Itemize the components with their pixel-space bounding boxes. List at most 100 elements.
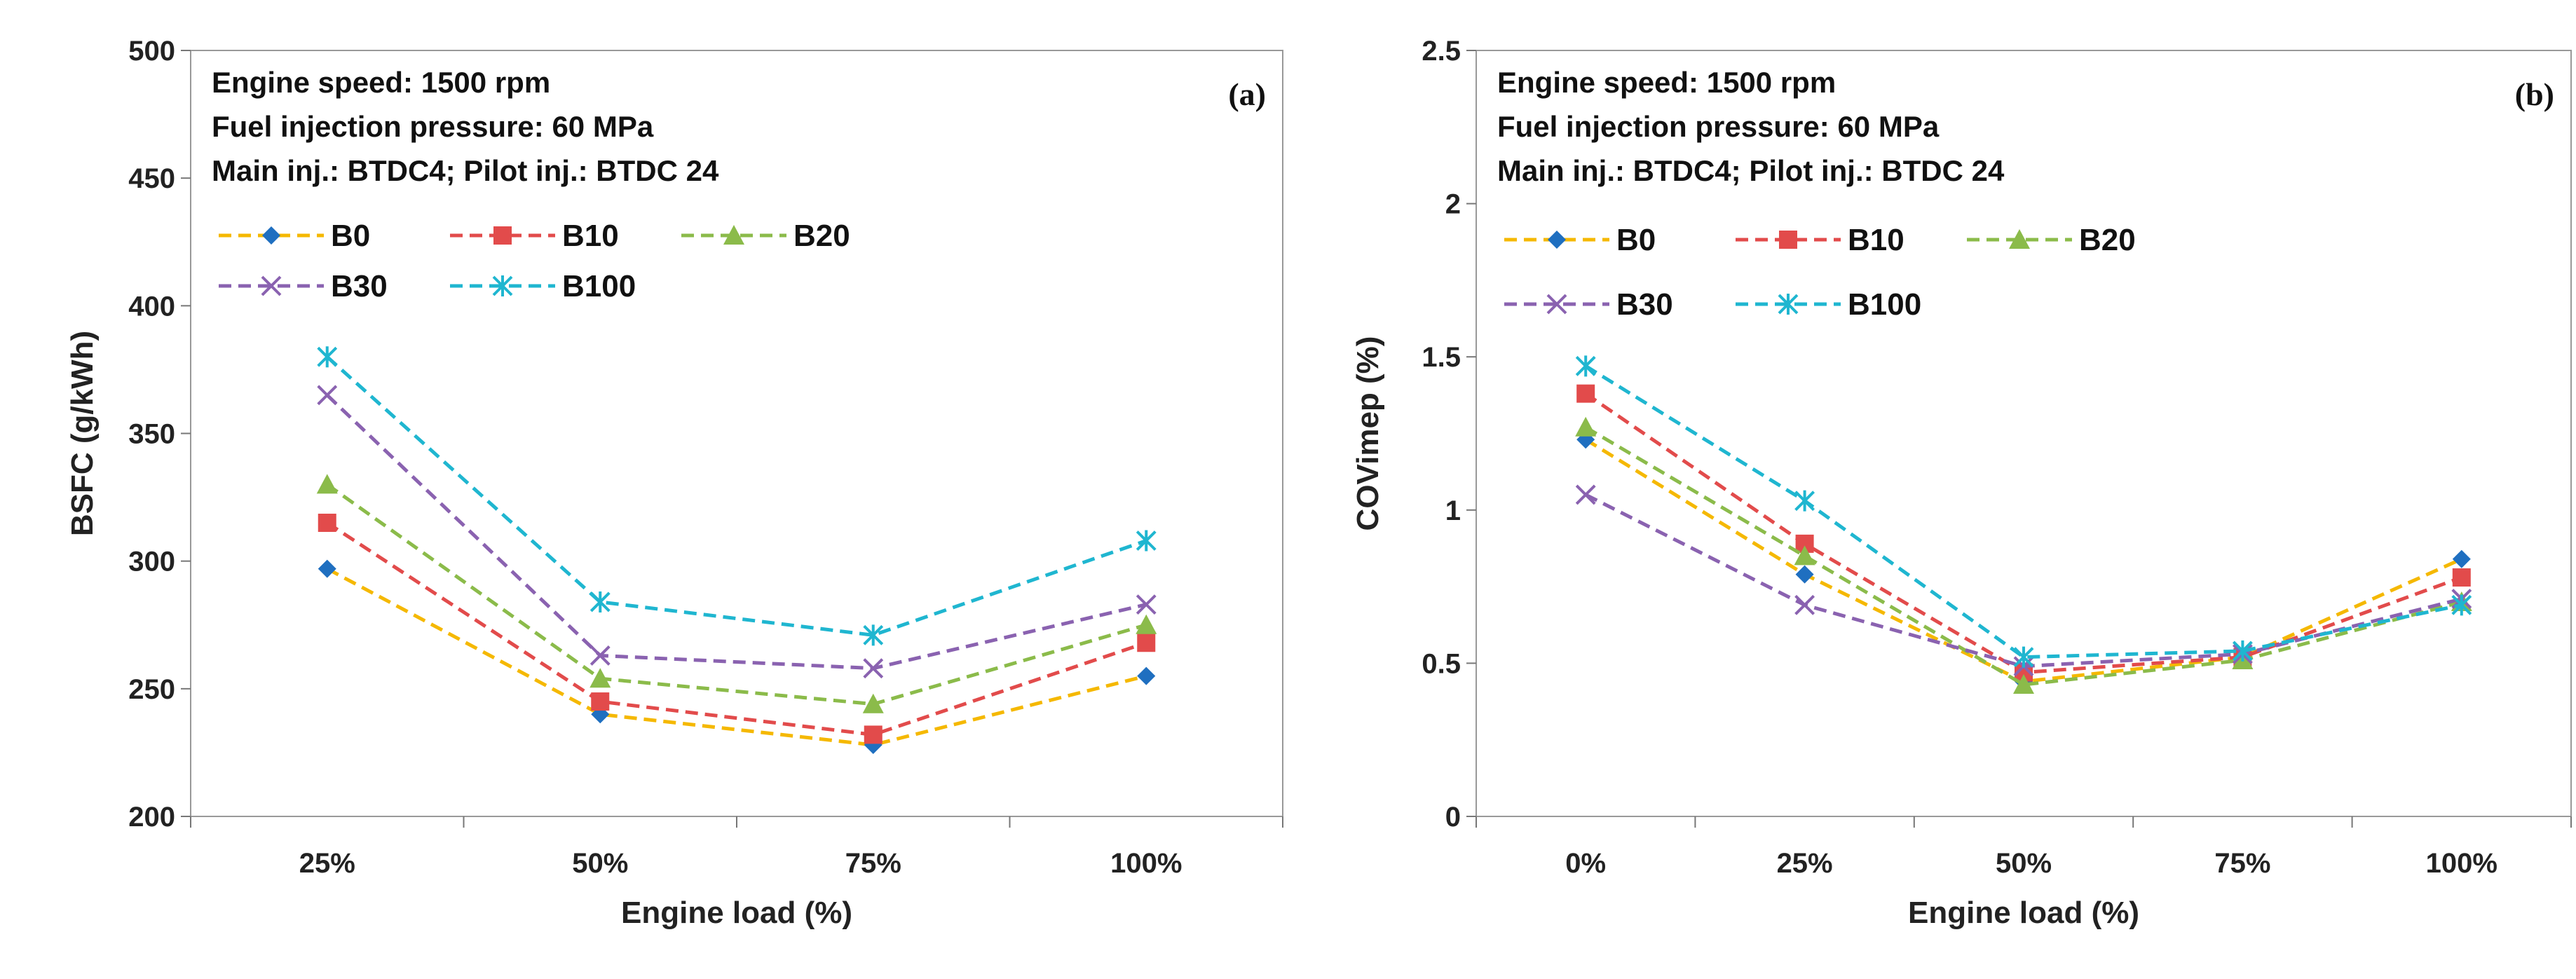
legend-label: B20 <box>793 219 850 253</box>
data-point-b30 <box>1575 484 1596 505</box>
data-point-b100 <box>317 346 338 368</box>
series-line-b10 <box>1584 392 2462 675</box>
data-point-b10 <box>2452 568 2471 587</box>
series-b30 <box>317 385 1157 679</box>
series-b100 <box>317 346 1157 646</box>
legend-item-b20: B20 <box>681 219 850 253</box>
data-point-b30 <box>863 658 884 679</box>
legend-item-b30: B30 <box>1504 287 1673 322</box>
data-point-b20 <box>1794 545 1815 566</box>
legend-marker <box>1548 231 1566 249</box>
x-tick-label: 100% <box>2426 848 2497 879</box>
legend-item-b0: B0 <box>219 219 370 253</box>
condition-note: Main inj.: BTDC4; Pilot inj.: BTDC 24 <box>1497 154 2005 187</box>
data-point-b30 <box>1794 594 1815 615</box>
plot-area <box>1476 50 2572 817</box>
x-tick-label: 0% <box>1565 848 1606 879</box>
series-b100 <box>1575 355 2472 668</box>
y-tick-label: 500 <box>128 36 175 67</box>
legend-item-b100: B100 <box>1736 287 1921 322</box>
legend-item-b10: B10 <box>1736 223 1904 257</box>
legend-label: B20 <box>2079 223 2136 257</box>
series-line-b100 <box>326 355 1147 637</box>
y-axis-title: BSFC (g/kWh) <box>65 331 100 536</box>
x-tick-label: 75% <box>2214 848 2270 879</box>
data-point-b10 <box>318 514 336 533</box>
legend-label: B10 <box>1848 223 1904 257</box>
condition-note: Fuel injection pressure: 60 MPa <box>212 110 654 143</box>
legend-label: B10 <box>562 219 619 253</box>
y-tick-label: 2 <box>1445 189 1461 220</box>
legend-item-b100: B100 <box>450 269 636 303</box>
legend-marker <box>492 275 513 296</box>
legend-label: B100 <box>562 269 636 303</box>
x-tick-label: 100% <box>1110 848 1182 879</box>
series-line-b10 <box>326 521 1147 737</box>
data-point-b30 <box>317 385 338 406</box>
data-point-b100 <box>2451 594 2472 616</box>
x-tick-label: 25% <box>299 848 355 879</box>
condition-note: Engine speed: 1500 rpm <box>1497 66 1836 99</box>
data-point-b30 <box>590 645 611 666</box>
legend-marker <box>493 226 512 245</box>
chart-panel-a: 200 250 300 350 400 450 500 25% 50% 75% 100% Engine… <box>65 36 1283 930</box>
legend-item-b10: B10 <box>450 219 619 253</box>
data-point-b100 <box>863 624 884 646</box>
y-tick-label: 350 <box>128 419 175 450</box>
data-point-b20 <box>1136 614 1157 634</box>
legend-item-b30: B30 <box>219 269 388 303</box>
y-tick-label: 2.5 <box>1422 36 1461 67</box>
y-tick-label: 300 <box>128 547 175 577</box>
legend-marker <box>1779 231 1797 249</box>
series-b20 <box>316 474 1157 713</box>
condition-note: Fuel injection pressure: 60 MPa <box>1497 110 1940 143</box>
data-point-b100 <box>2232 640 2253 662</box>
y-tick-label: 0 <box>1445 802 1461 833</box>
data-point-b0 <box>2452 549 2471 568</box>
data-point-b0 <box>1795 565 1814 584</box>
y-tick-label: 1.5 <box>1422 342 1461 373</box>
data-point-b20 <box>590 668 611 688</box>
legend-label: B0 <box>1616 223 1656 257</box>
x-axis-title: Engine load (%) <box>621 896 852 930</box>
legend-item-b20: B20 <box>1967 223 2136 257</box>
y-tick-label: 1 <box>1445 495 1461 526</box>
y-axis-title: COVimep (%) <box>1351 336 1385 531</box>
series-b10 <box>318 514 1156 744</box>
bsfc-chart: 200 250 300 350 400 450 500 25% 50% 75% 100% Engine… <box>65 36 1283 930</box>
data-point-b20 <box>2013 674 2034 694</box>
data-point-b100 <box>1794 490 1815 512</box>
series-line-b30 <box>326 394 1147 671</box>
data-point-b0 <box>1137 666 1156 685</box>
x-tick-label: 25% <box>1777 848 1833 879</box>
condition-note: Engine speed: 1500 rpm <box>212 66 550 99</box>
legend-item-b0: B0 <box>1504 223 1656 257</box>
legend-label: B100 <box>1848 287 1921 322</box>
legend-marker <box>1546 294 1567 315</box>
legend-marker <box>723 225 744 245</box>
legend: B0 B10 B20 B30 B100 <box>1504 223 2136 322</box>
data-point-b100 <box>1575 355 1596 377</box>
data-point-b10 <box>591 692 610 711</box>
panel-label: (b) <box>2515 76 2554 112</box>
x-axis-title: Engine load (%) <box>1908 896 2139 930</box>
series-line-b20 <box>326 483 1147 706</box>
y-tick-label: 450 <box>128 163 175 194</box>
series-line-b100 <box>1584 364 2462 659</box>
data-point-b100 <box>2013 646 2034 668</box>
legend: B0 B10 B20 B30 B100 <box>219 219 850 303</box>
x-tick-label: 75% <box>845 848 901 879</box>
data-point-b20 <box>1575 416 1597 437</box>
series-line-b20 <box>1584 425 2462 687</box>
data-point-b20 <box>862 693 884 713</box>
legend-marker <box>261 275 282 296</box>
series-b0 <box>318 559 1156 754</box>
legend-label: B30 <box>331 269 388 303</box>
data-point-b100 <box>590 591 611 612</box>
chart-panel-b: 0 0.5 1 1.5 2 2.5 0% 25% 50% 75% 100% Engine load (… <box>1288 0 2576 979</box>
data-point-b30 <box>1136 594 1157 615</box>
data-point-b10 <box>864 725 882 744</box>
y-tick-label: 400 <box>128 291 175 322</box>
legend-label: B0 <box>331 219 370 253</box>
legend-label: B30 <box>1616 287 1673 322</box>
